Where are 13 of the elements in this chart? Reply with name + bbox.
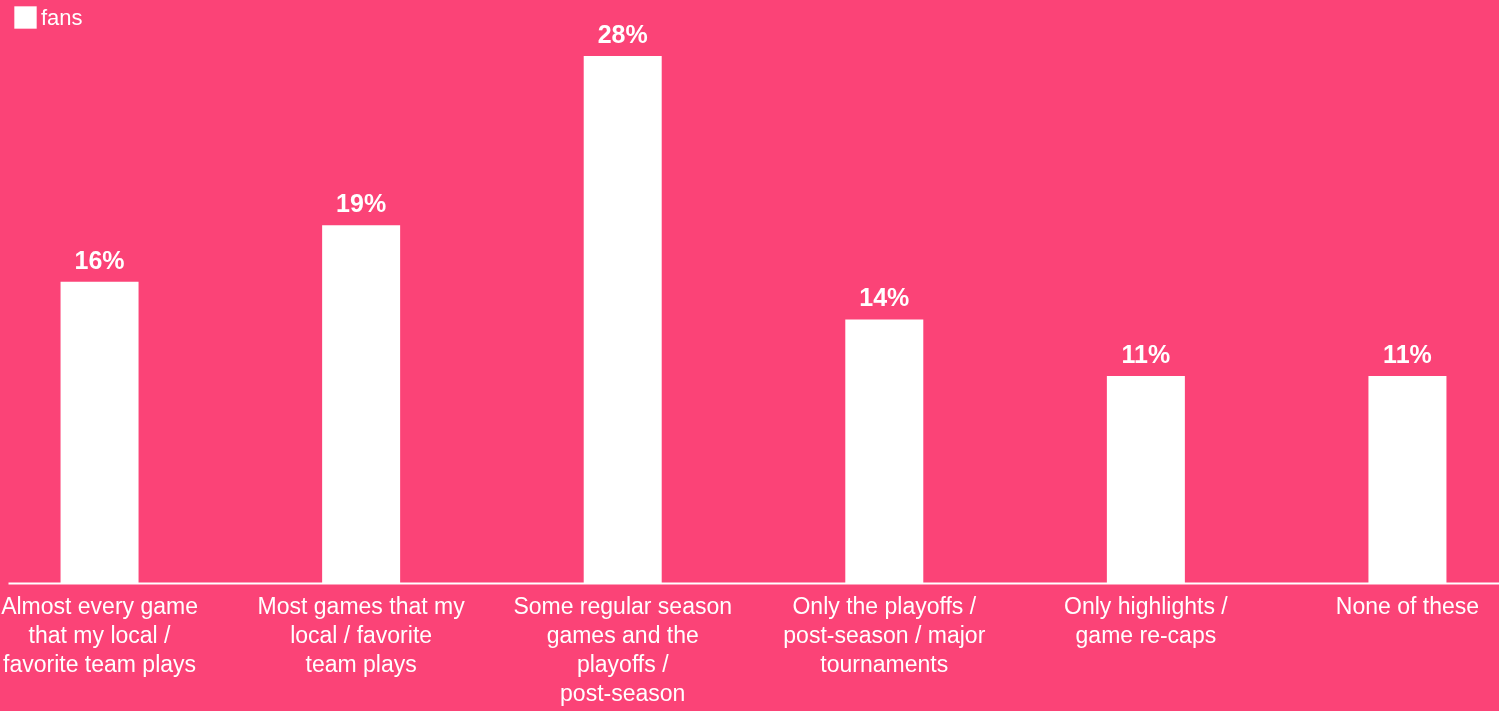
x-tick-label: Only the playoffs / post-season / major tournaments (783, 592, 986, 677)
data-label: 14% (859, 283, 910, 312)
data-label: 28% (597, 19, 648, 48)
x-tick-label: Some regular season games and the playoffs / post-season (513, 592, 733, 706)
data-label: 11% (1383, 339, 1432, 368)
data-label: 11% (1121, 339, 1171, 368)
legend-label: fans (41, 4, 83, 30)
x-tick-label: Only highlights / game re-caps (1064, 592, 1229, 648)
data-label: 16% (74, 245, 125, 274)
x-tick-label: Most games that my local / favorite team plays (257, 592, 466, 677)
x-tick-label: Almost every game that my local / favorite team plays (1, 592, 198, 677)
data-label: 19% (336, 189, 387, 218)
x-tick-label: None of these (1335, 592, 1480, 619)
